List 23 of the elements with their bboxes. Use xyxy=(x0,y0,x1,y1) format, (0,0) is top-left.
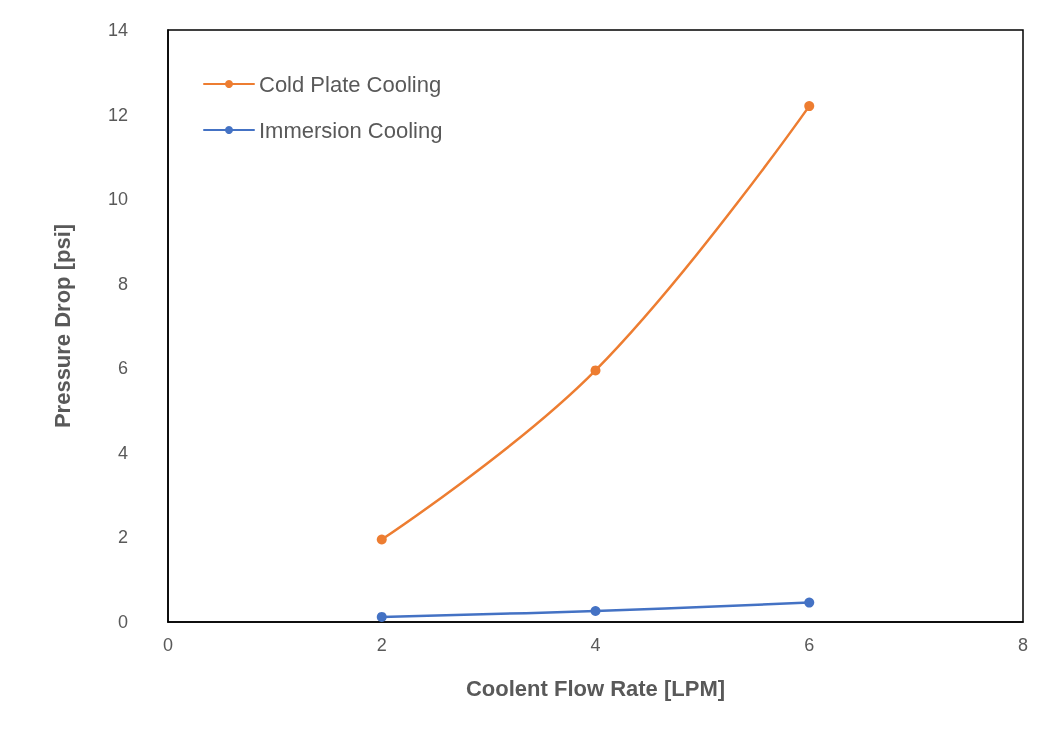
x-tick-label: 6 xyxy=(804,635,815,655)
x-tick-label: 4 xyxy=(590,635,601,655)
y-tick-label: 2 xyxy=(117,527,128,548)
y-tick-label: 14 xyxy=(107,20,128,40)
legend-label: Cold Plate Cooling xyxy=(259,71,442,97)
x-tick-label: 8 xyxy=(1017,635,1029,655)
x-axis-title: Coolent Flow Rate [LPM] xyxy=(465,675,726,701)
y-axis-title: Pressure Drop [psi] xyxy=(49,223,75,429)
y-tick-label: 0 xyxy=(117,612,128,632)
point xyxy=(590,365,601,376)
y-tick-label: 12 xyxy=(107,104,128,125)
y-tick-label: 6 xyxy=(117,358,128,379)
y-tick-label: 8 xyxy=(117,273,128,294)
x-tick-label: 2 xyxy=(376,635,387,655)
point xyxy=(590,606,601,616)
y-tick-label: 4 xyxy=(117,442,128,463)
point xyxy=(376,611,387,622)
point xyxy=(376,534,387,545)
point xyxy=(804,597,815,608)
y-tick-label: 10 xyxy=(107,189,128,210)
point xyxy=(804,101,815,112)
x-tick-label: 0 xyxy=(162,635,174,655)
legend-label: Immersion Cooling xyxy=(259,117,443,143)
